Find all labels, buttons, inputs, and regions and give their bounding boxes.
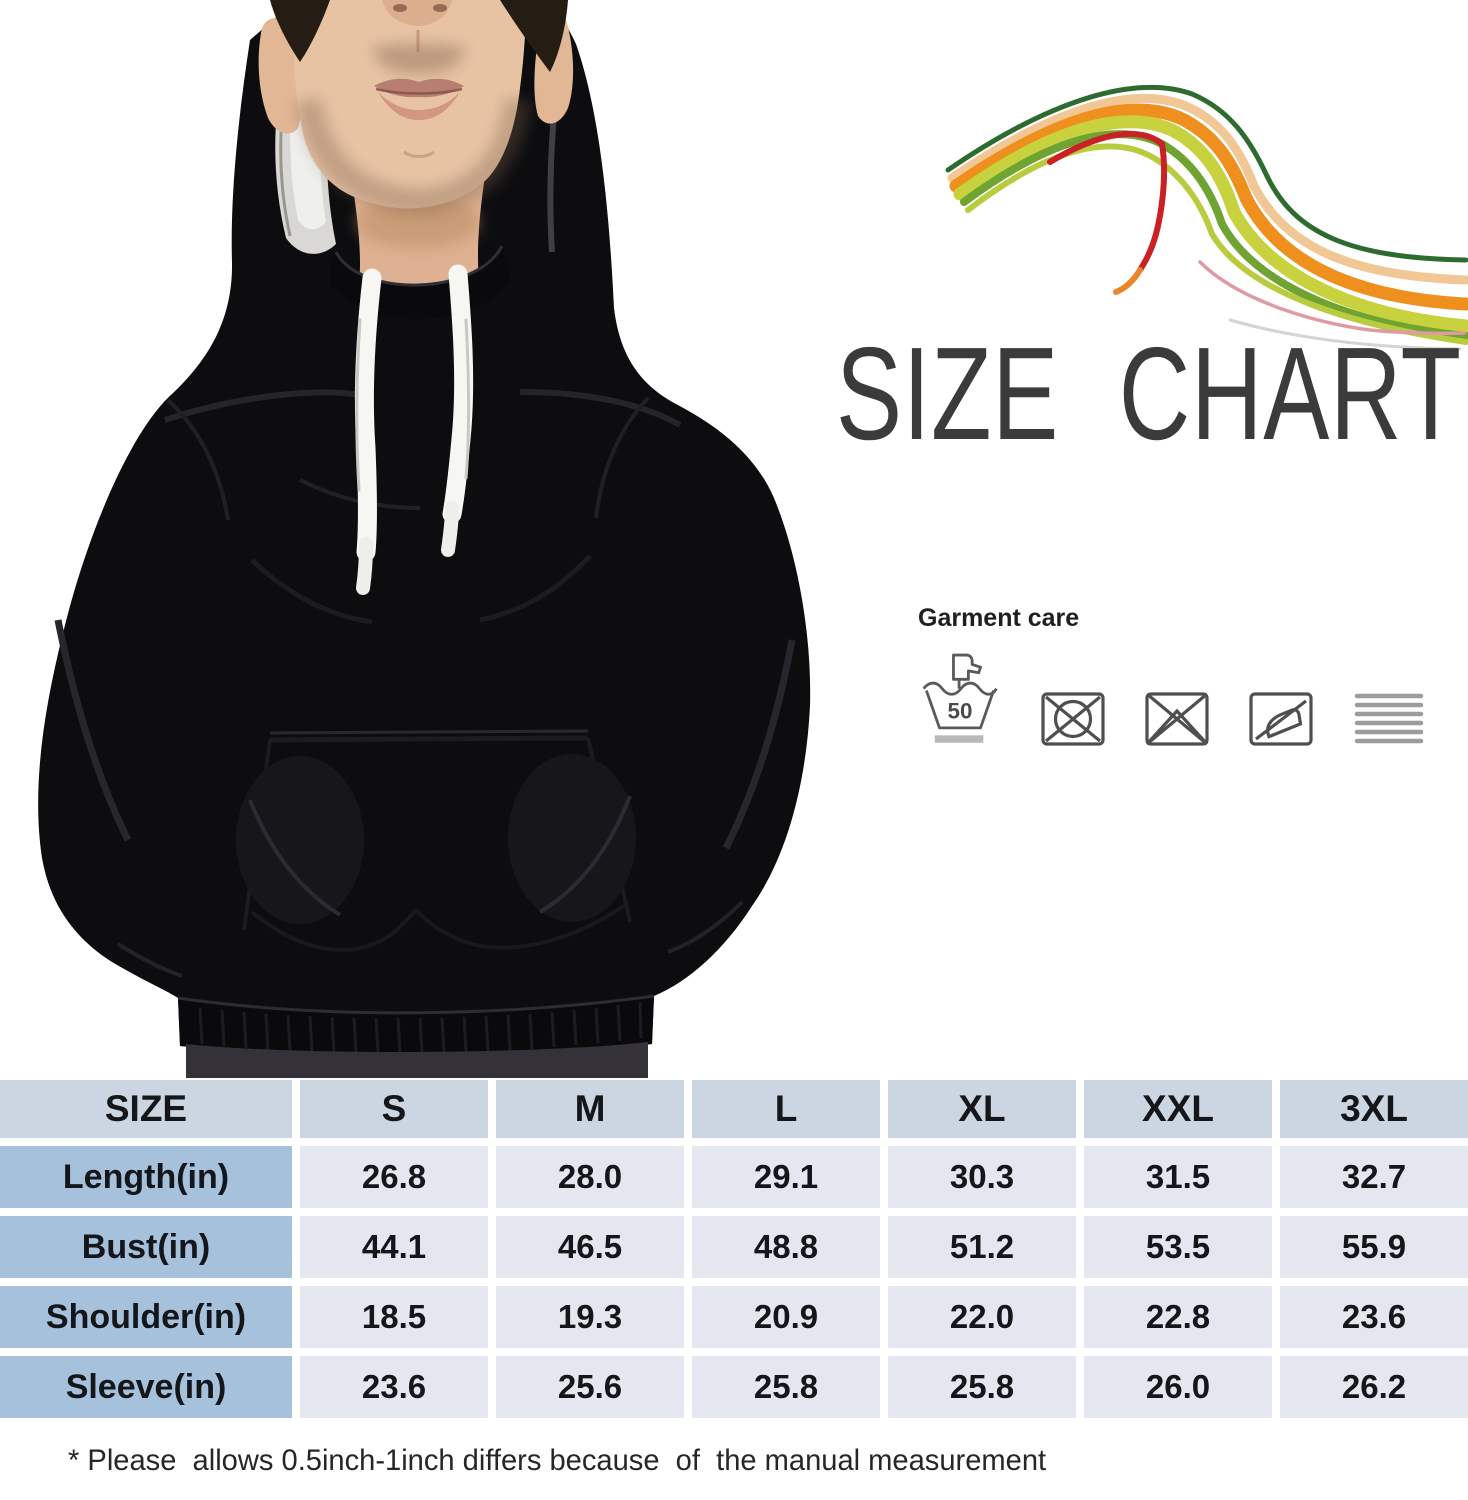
- wash-temperature-label: 50: [948, 699, 973, 724]
- row-label: Shoulder(in): [0, 1286, 292, 1348]
- table-cell: 25.6: [496, 1356, 684, 1418]
- drawstring-right: [441, 264, 474, 557]
- dry-flat-icon: [1354, 693, 1424, 744]
- table-cell: 25.8: [888, 1356, 1076, 1418]
- garment-care-section: Garment care 50: [918, 604, 1438, 747]
- drawstring-left: [354, 268, 382, 595]
- table-cell: 18.5: [300, 1286, 488, 1348]
- hair-left: [270, 0, 330, 62]
- table-cell: 20.9: [692, 1286, 880, 1348]
- table-cell: 31.5: [1084, 1146, 1272, 1208]
- table-cell: 23.6: [1280, 1286, 1468, 1348]
- table-cell: 22.0: [888, 1286, 1076, 1348]
- table-row: Shoulder(in) 18.5 19.3 20.9 22.0 22.8 23…: [0, 1286, 1468, 1348]
- table-cell: 26.8: [300, 1146, 488, 1208]
- table-row: Length(in) 26.8 28.0 29.1 30.3 31.5 32.7: [0, 1146, 1468, 1208]
- row-label: Length(in): [0, 1146, 292, 1208]
- table-cell: 32.7: [1280, 1146, 1468, 1208]
- column-header: S: [300, 1080, 488, 1138]
- table-cell: 53.5: [1084, 1216, 1272, 1278]
- do-not-iron-icon: [1249, 692, 1313, 746]
- table-cell: 48.8: [692, 1216, 880, 1278]
- face: [293, 0, 526, 209]
- nostril: [433, 4, 447, 12]
- garment-care-label: Garment care: [918, 604, 1080, 632]
- measurement-footnote: * Please allows 0.5inch-1inch differs be…: [68, 1444, 1047, 1477]
- table-cell: 23.6: [300, 1356, 488, 1418]
- column-header: XL: [888, 1080, 1076, 1138]
- kangaroo-pocket: [236, 729, 636, 952]
- table-cell: 22.8: [1084, 1286, 1272, 1348]
- model-face: [258, 0, 574, 292]
- size-table: SIZE S M L XL XXL 3XL Length(in) 26.8 28…: [0, 1072, 1468, 1426]
- swoosh-graphic: [945, 84, 1468, 351]
- column-header: SIZE: [0, 1080, 292, 1138]
- hem-band: [177, 994, 655, 1056]
- table-cell: 26.2: [1280, 1356, 1468, 1418]
- column-header: 3XL: [1280, 1080, 1468, 1138]
- hand-wash-50-icon: 50: [922, 653, 998, 743]
- size-chart-title: SIZE CHART: [836, 320, 1462, 467]
- hoodie-model-illustration: [38, 0, 811, 1078]
- stubble: [295, 97, 531, 216]
- lower-lip: [378, 92, 460, 120]
- table-cell: 29.1: [692, 1146, 880, 1208]
- table-cell: 51.2: [888, 1216, 1076, 1278]
- table-row: Bust(in) 44.1 46.5 48.8 51.2 53.5 55.9: [0, 1216, 1468, 1278]
- column-header: L: [692, 1080, 880, 1138]
- hair-right: [500, 0, 568, 72]
- do-not-tumble-dry-icon: [1041, 692, 1105, 746]
- hand-in-pocket-right: [508, 754, 636, 922]
- table-cell: 44.1: [300, 1216, 488, 1278]
- table-row: Sleeve(in) 23.6 25.6 25.8 25.8 26.0 26.2: [0, 1356, 1468, 1418]
- table-cell: 28.0: [496, 1146, 684, 1208]
- table-cell: 19.3: [496, 1286, 684, 1348]
- column-header: M: [496, 1080, 684, 1138]
- table-cell: 46.5: [496, 1216, 684, 1278]
- table-cell: 26.0: [1084, 1356, 1272, 1418]
- hand-in-pocket-left: [236, 756, 364, 924]
- model-photo: [0, 0, 830, 1078]
- column-header: XXL: [1084, 1080, 1272, 1138]
- size-table-header-row: SIZE S M L XL XXL 3XL: [0, 1080, 1468, 1138]
- row-label: Bust(in): [0, 1216, 292, 1278]
- nostril: [393, 4, 407, 12]
- do-not-dry-icon: [1145, 692, 1209, 746]
- garment-care-icons: 50: [918, 649, 1438, 747]
- row-label: Sleeve(in): [0, 1356, 292, 1418]
- table-cell: 55.9: [1280, 1216, 1468, 1278]
- table-cell: 30.3: [888, 1146, 1076, 1208]
- table-cell: 25.8: [692, 1356, 880, 1418]
- trousers: [186, 1042, 648, 1078]
